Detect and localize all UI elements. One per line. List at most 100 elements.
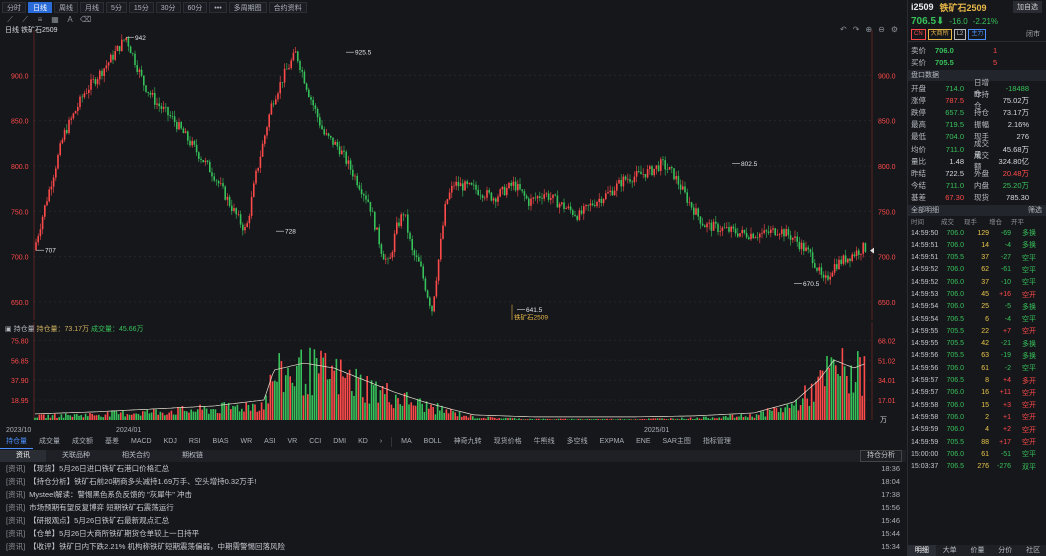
indicator-tab-9[interactable]: ASI <box>264 438 276 445</box>
volume-bar <box>852 392 855 420</box>
eraser-tool-icon[interactable]: ⌫ <box>80 15 92 24</box>
candle-body <box>578 210 581 220</box>
period-button-3[interactable]: 月线 <box>80 1 104 13</box>
filter-button[interactable]: 筛选 <box>1028 206 1042 214</box>
news-item[interactable]: [资讯] 【持仓分析】铁矿石前20期商多头减持1.69万手、空头增持0.32万手!… <box>0 475 906 488</box>
indicator-tab-11[interactable]: CCI <box>309 438 322 445</box>
ask-price: 706.0 <box>935 45 954 55</box>
indicator-tab-3[interactable]: 基差 <box>105 438 119 445</box>
period-button-7[interactable]: 60分 <box>182 1 208 13</box>
period-button-5[interactable]: 15分 <box>128 1 154 13</box>
volume-bar <box>692 419 694 420</box>
news-text[interactable]: Mysteel解读：警惕黑色系负反馈的 "灰犀牛" 冲击 <box>29 490 193 499</box>
quote-tag: 大商所 <box>927 29 952 40</box>
candle-body <box>398 222 400 227</box>
news-item[interactable]: [资讯] 【研报观点】5月26日铁矿石最新观点汇总 15:46 <box>0 514 906 527</box>
period-button-9[interactable]: 多周期图 <box>228 1 267 13</box>
indicator-tab-13[interactable]: KD <box>358 438 368 445</box>
period-button-6[interactable]: 30分 <box>155 1 181 13</box>
news-item[interactable]: [资讯] Mysteel解读：警惕黑色系负反馈的 "灰犀牛" 冲击 17:38 <box>0 488 906 501</box>
period-button-4[interactable]: 5分 <box>106 1 127 13</box>
indicator-tab-1[interactable]: 成交量 <box>39 438 60 445</box>
candle-body <box>822 274 825 278</box>
overlay-tab-0[interactable]: MA <box>401 438 412 445</box>
volume-bar <box>557 418 560 420</box>
volume-bar <box>447 413 450 420</box>
volume-bar <box>639 419 641 420</box>
indicator-tab-8[interactable]: WR <box>240 438 253 445</box>
news-tab-2[interactable]: 相关合约 <box>122 452 150 459</box>
zoom-in-icon[interactable]: ⊕ <box>865 25 873 34</box>
indicator-tab-5[interactable]: KDJ <box>163 438 177 445</box>
bottom-tab-2[interactable]: 价量 <box>970 547 985 554</box>
candle-body <box>59 143 61 156</box>
bottom-tab-4[interactable]: 社区 <box>1026 547 1041 554</box>
indicator-tab-2[interactable]: 成交额 <box>72 438 93 445</box>
volume-chart[interactable]: 75.80 68.02 56.85 51.02 37.90 34.01 18.95 17.01… <box>0 322 906 434</box>
overlay-tab-2[interactable]: 神奇九转 <box>453 438 482 445</box>
news-text[interactable]: 【收评】铁矿日内下跌2.21% 机构称铁矿短期震荡偏弱，中期需警惕回落风险 <box>29 542 286 551</box>
news-text[interactable]: 【现货】5月26日进口铁矿石港口价格汇总 <box>29 464 170 473</box>
indicator-tab-6[interactable]: RSI <box>188 438 201 445</box>
bottom-tab-3[interactable]: 分价 <box>998 547 1013 554</box>
volume-bar <box>115 410 118 420</box>
news-tab-3[interactable]: 期权链 <box>182 452 203 459</box>
volume-bar <box>694 418 696 420</box>
volume-bar <box>744 416 747 420</box>
undo-icon[interactable]: ↶ <box>840 25 847 34</box>
indicator-tab-12[interactable]: DMI <box>333 438 347 445</box>
add-watchlist-button[interactable]: 加自选 <box>1013 1 1042 13</box>
overlay-tab-4[interactable]: 牛熊线 <box>533 438 555 445</box>
bottom-tab-0[interactable]: 明细 <box>908 545 936 556</box>
overlay-tab-6[interactable]: EXPMA <box>599 438 625 445</box>
ticks-header[interactable]: 全部明细 筛选 <box>908 204 1046 216</box>
settings-icon[interactable]: ⚙ <box>890 25 898 34</box>
bottom-tab-1[interactable]: 大单 <box>942 547 957 554</box>
period-button-0[interactable]: 分时 <box>2 1 26 13</box>
line-tool-icon[interactable]: ⟋ <box>7 15 13 24</box>
volume-bar <box>359 374 362 420</box>
overlay-tab-9[interactable]: 指标管理 <box>702 438 731 445</box>
volume-bar <box>177 406 179 420</box>
news-tag: [资讯] <box>6 503 26 512</box>
period-button-10[interactable]: 合约资料 <box>268 1 307 13</box>
zoom-out-icon[interactable]: ⊖ <box>878 25 885 34</box>
text-tool-icon[interactable]: A <box>67 15 73 24</box>
overlay-tab-7[interactable]: ENE <box>636 438 651 445</box>
overlay-tab-5[interactable]: 多空线 <box>566 438 588 445</box>
redo-icon[interactable]: ↷ <box>852 25 860 34</box>
next-indicators-icon[interactable]: › <box>379 438 383 445</box>
grid-tool-icon[interactable]: ▦ <box>51 15 59 24</box>
overlay-tab-3[interactable]: 现货价格 <box>493 438 522 445</box>
news-text[interactable]: 【研报观点】5月26日铁矿石最新观点汇总 <box>29 516 170 525</box>
news-text[interactable]: 【仓单】5月26日大商所铁矿期货仓单较上一日持平 <box>29 529 200 538</box>
ticks-list[interactable]: 14:59:50 706.0 129 -69 多换 14:59:51 706.0 14 -4 多换… <box>908 227 1046 473</box>
news-text[interactable]: 市场预期有望反复博弈 短期铁矿石震荡运行 <box>29 503 174 512</box>
news-item[interactable]: [资讯] 【仓单】5月26日大商所铁矿期货仓单较上一日持平 15:44 <box>0 527 906 540</box>
indicator-tab-10[interactable]: VR <box>287 438 298 445</box>
candle-body <box>246 223 248 227</box>
volume-bar <box>452 410 454 420</box>
overlay-tab-8[interactable]: SAR主图 <box>662 438 691 445</box>
indicator-tab-7[interactable]: BIAS <box>212 438 229 445</box>
candlestick-chart[interactable]: 900.0 900.0 850.0 850.0 800.0 800.0 750.0 750.0… <box>0 30 906 320</box>
indicator-tab-0[interactable]: 持仓量 <box>0 436 33 449</box>
oi-analysis-button[interactable]: 持仓分析 <box>860 450 902 462</box>
channel-tool-icon[interactable]: ≡ <box>37 15 43 24</box>
indicator-tab-4[interactable]: MACD <box>131 438 152 445</box>
news-text[interactable]: 【持仓分析】铁矿石前20期商多头减持1.69万手、空头增持0.32万手! <box>29 477 257 486</box>
news-item[interactable]: [资讯] 【现货】5月26日进口铁矿石港口价格汇总 18:36 <box>0 462 906 475</box>
news-item[interactable]: [资讯] 市场预期有望反复博弈 短期铁矿石震荡运行 15:56 <box>0 501 906 514</box>
ray-tool-icon[interactable]: ⟋ <box>22 15 28 24</box>
market-data-header[interactable]: 盘口数据 <box>908 70 1046 81</box>
collapse-icon[interactable]: ▣ <box>5 326 12 333</box>
candle-body <box>682 186 684 190</box>
news-tab-1[interactable]: 关联品种 <box>62 452 90 459</box>
period-button-1[interactable]: 日线 <box>28 1 52 13</box>
candle-body <box>644 173 647 178</box>
overlay-tab-1[interactable]: BOLL <box>423 438 442 445</box>
period-button-8[interactable]: ••• <box>209 1 227 13</box>
news-tab-0[interactable]: 资讯 <box>0 450 46 462</box>
period-button-2[interactable]: 周线 <box>54 1 78 13</box>
news-item[interactable]: [资讯] 【收评】铁矿日内下跌2.21% 机构称铁矿短期震荡偏弱，中期需警惕回落风… <box>0 540 906 553</box>
